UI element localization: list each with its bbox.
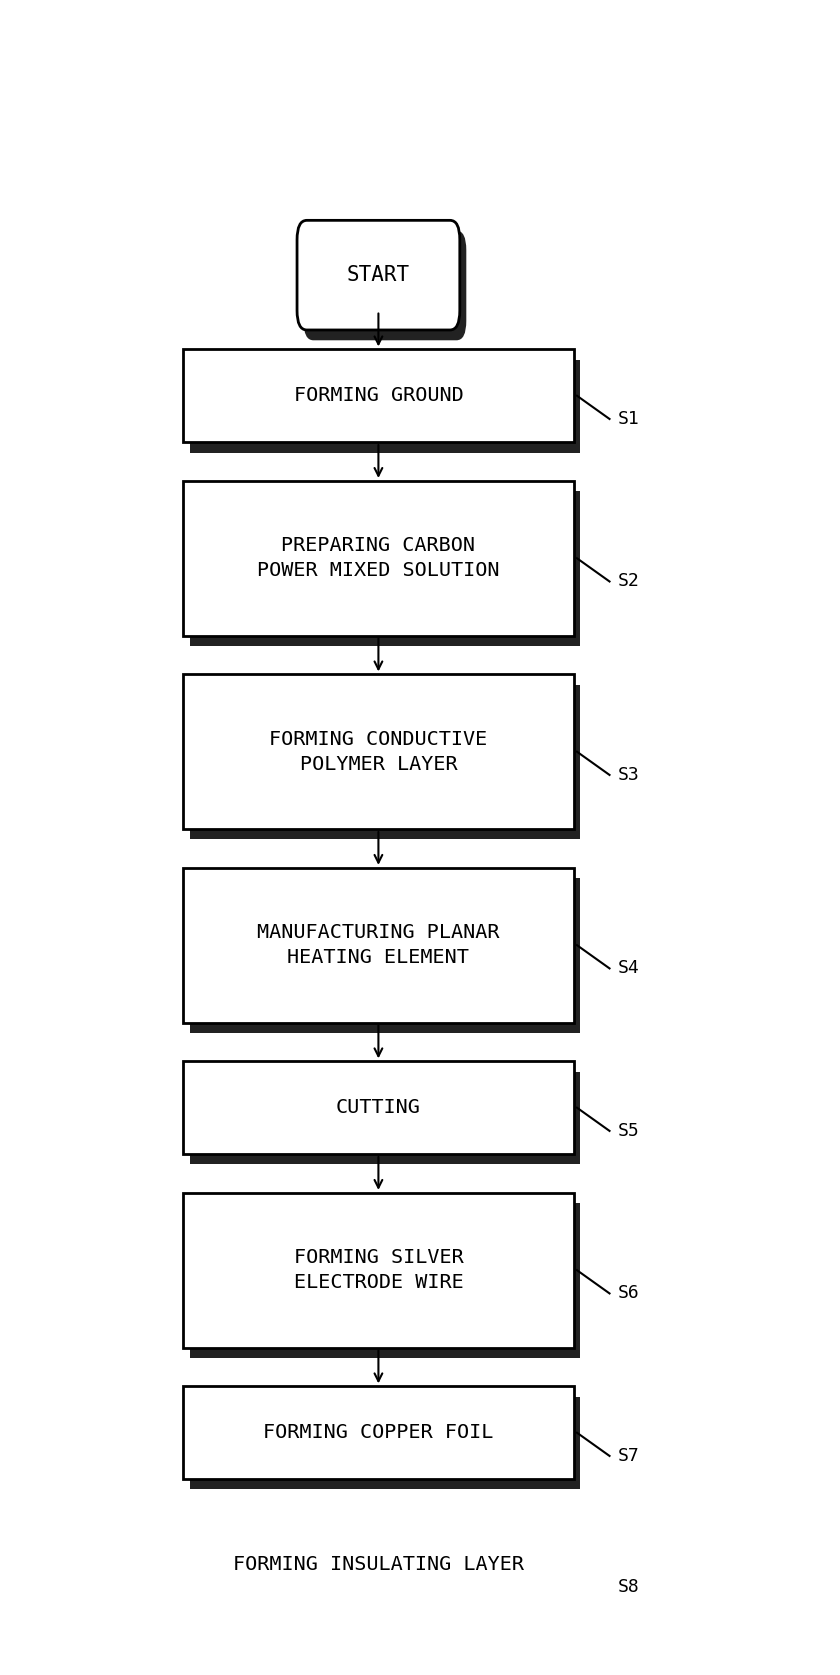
Bar: [183, 1193, 574, 1348]
Text: CUTTING: CUTTING: [336, 1099, 421, 1117]
Bar: [190, 491, 580, 647]
Text: S5: S5: [617, 1122, 639, 1141]
Bar: [183, 1062, 574, 1154]
Text: S6: S6: [617, 1285, 639, 1303]
FancyBboxPatch shape: [303, 1640, 466, 1675]
Text: FORMING CONDUCTIVE
POLYMER LAYER: FORMING CONDUCTIVE POLYMER LAYER: [270, 730, 487, 774]
Bar: [190, 1397, 580, 1489]
Text: S7: S7: [617, 1447, 639, 1466]
Text: S2: S2: [617, 573, 639, 591]
FancyBboxPatch shape: [297, 1630, 459, 1675]
Bar: [183, 675, 574, 829]
Text: START: START: [347, 265, 410, 285]
Text: FORMING GROUND: FORMING GROUND: [293, 387, 464, 405]
Bar: [183, 481, 574, 635]
Text: S1: S1: [617, 410, 639, 429]
Text: PREPARING CARBON
POWER MIXED SOLUTION: PREPARING CARBON POWER MIXED SOLUTION: [257, 536, 500, 580]
Bar: [190, 685, 580, 839]
FancyBboxPatch shape: [297, 221, 459, 330]
Text: S8: S8: [617, 1578, 639, 1596]
Bar: [190, 360, 580, 452]
FancyBboxPatch shape: [303, 231, 466, 340]
Text: FORMING COPPER FOIL: FORMING COPPER FOIL: [263, 1424, 494, 1442]
Bar: [183, 1518, 574, 1611]
Bar: [183, 868, 574, 1022]
Bar: [183, 1387, 574, 1479]
Text: S4: S4: [617, 960, 639, 978]
Bar: [190, 878, 580, 1033]
Bar: [183, 350, 574, 442]
Text: S3: S3: [617, 765, 639, 784]
Text: FORMING INSULATING LAYER: FORMING INSULATING LAYER: [233, 1554, 524, 1574]
Bar: [190, 1528, 580, 1621]
Text: MANUFACTURING PLANAR
HEATING ELEMENT: MANUFACTURING PLANAR HEATING ELEMENT: [257, 923, 500, 966]
Bar: [190, 1203, 580, 1358]
Bar: [190, 1072, 580, 1164]
Text: FORMING SILVER
ELECTRODE WIRE: FORMING SILVER ELECTRODE WIRE: [293, 1248, 464, 1291]
